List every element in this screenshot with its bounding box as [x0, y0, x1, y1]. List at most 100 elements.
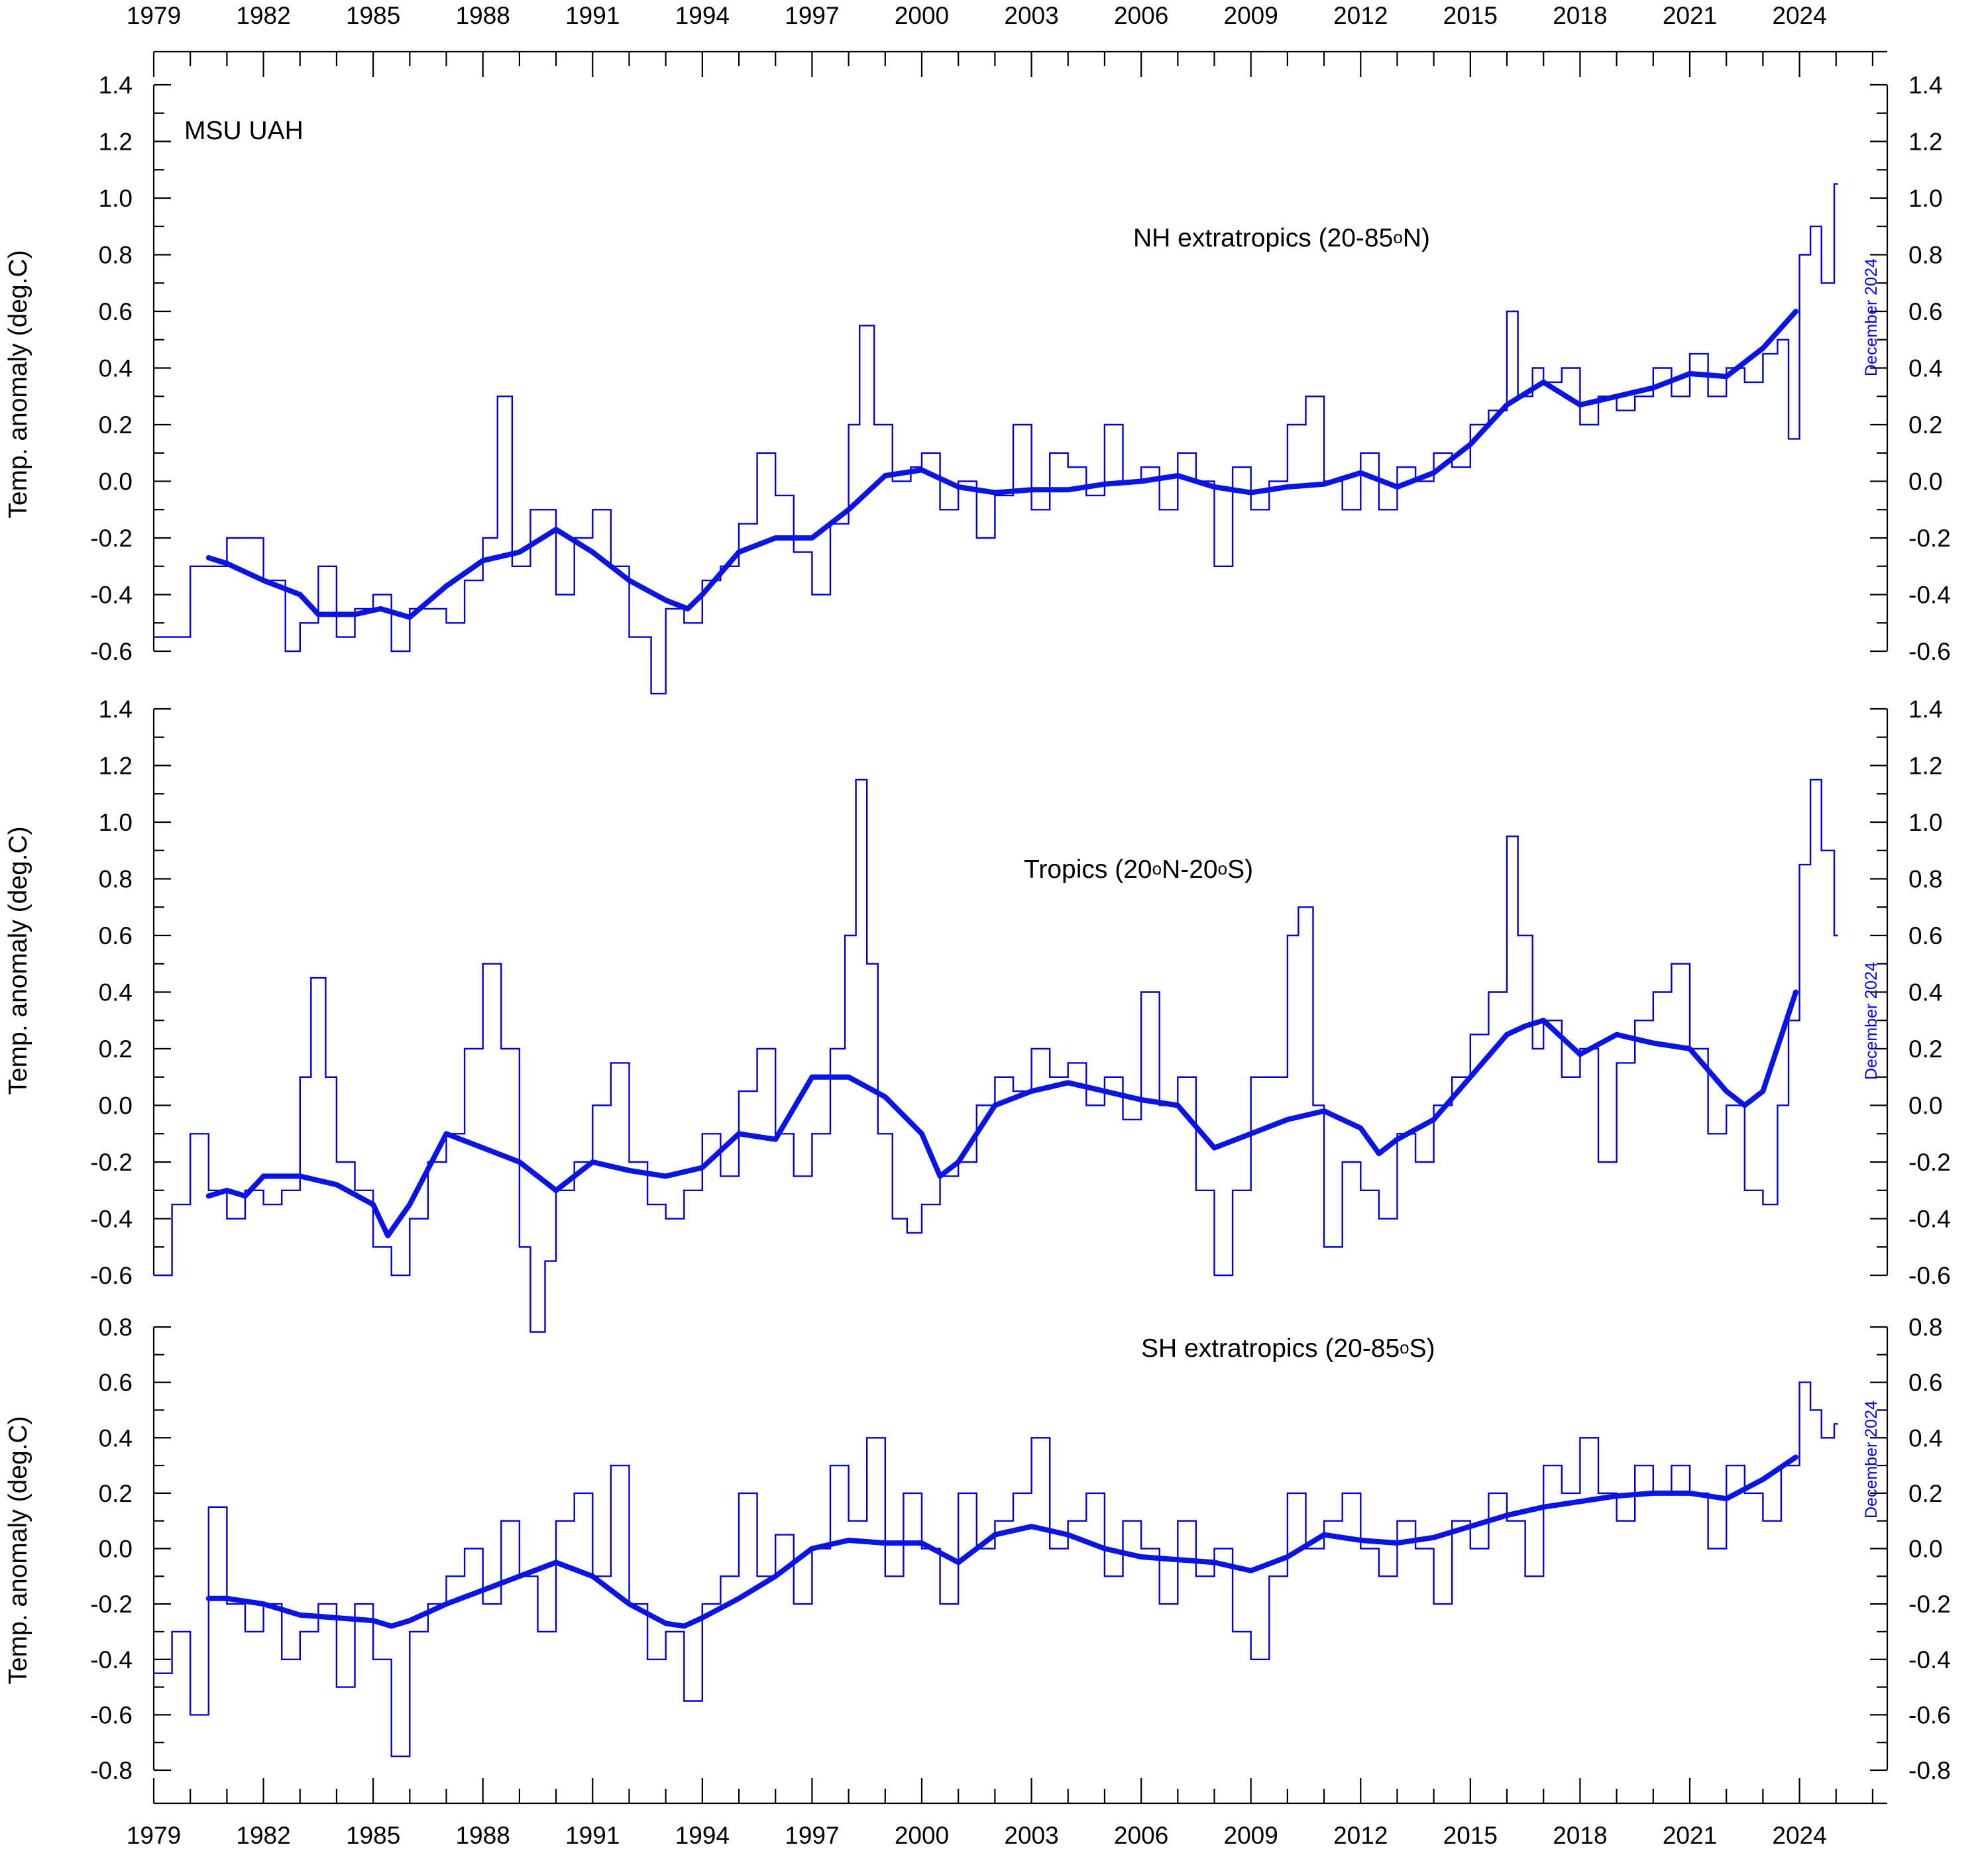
y-tick-label-right: -0.2	[1908, 1149, 1951, 1176]
y-tick-label-left: 0.2	[99, 411, 133, 439]
y-tick-label-right: 0.8	[1908, 242, 1942, 269]
y-tick-label-left: 0.0	[99, 1536, 133, 1563]
top-year-label: 1994	[675, 2, 730, 29]
y-tick-label-left: -0.2	[90, 1149, 133, 1176]
y-tick-label-left: 0.8	[99, 1314, 133, 1341]
panel-sh-extratropics: 0.8 0.8 0.6 0.6 0.4 0.4 0.2 0.2 0.0 0.0 -0.2 -0.2 -0…	[4, 1314, 1951, 1784]
bottom-year-label: 1985	[346, 1822, 400, 1849]
y-tick-label-right: 0.2	[1908, 1035, 1942, 1063]
top-year-label: 2006	[1114, 2, 1168, 29]
y-tick-label-left: 0.2	[99, 1035, 133, 1063]
panel-nh-extratropics: 1.4 1.4 1.2 1.2 1.0 1.0 0.8 0.8 0.6 0.6 0.4 0.4 0.2 0…	[4, 72, 1951, 695]
bottom-year-label: 1979	[127, 1822, 181, 1849]
y-tick-label-left: 0.4	[99, 979, 133, 1006]
y-tick-label-right: 0.6	[1908, 298, 1942, 325]
bottom-year-label: 2021	[1663, 1822, 1717, 1849]
y-tick-label-right: 0.0	[1908, 468, 1942, 496]
monthly-anomaly-line	[154, 183, 1838, 695]
y-tick-label-left: 0.4	[99, 355, 133, 382]
y-tick-label-right: 1.0	[1908, 809, 1942, 836]
y-tick-label-left: -0.4	[90, 1646, 133, 1673]
y-axis-label-nh: Temp. anomaly (deg.C)	[4, 250, 32, 518]
bottom-year-label: 1982	[236, 1822, 290, 1849]
y-tick-label-right: 0.4	[1908, 355, 1942, 382]
y-tick-label-left: 0.6	[99, 1369, 133, 1397]
bottom-year-label: 2015	[1443, 1822, 1498, 1849]
top-year-label: 2012	[1333, 2, 1388, 29]
y-tick-label-right: -0.4	[1908, 1646, 1951, 1673]
top-year-label: 1991	[565, 2, 620, 29]
y-tick-label-left: -0.8	[90, 1757, 133, 1784]
y-tick-label-right: 0.4	[1908, 979, 1942, 1006]
y-tick-label-left: -0.6	[90, 638, 133, 665]
y-tick-label-right: -0.6	[1908, 1262, 1951, 1289]
top-year-label: 2000	[895, 2, 949, 29]
date-note-tropics: December 2024	[1862, 962, 1881, 1080]
bottom-time-axis: 1979 1982 1985 1988 1991 1994 1997 2000 2003 2006…	[127, 1778, 1887, 1849]
top-year-label: 1985	[346, 2, 400, 29]
top-year-label: 2021	[1663, 2, 1717, 29]
y-tick-label-right: -0.2	[1908, 525, 1951, 552]
y-tick-label-left: 1.2	[99, 753, 133, 780]
y-tick-label-left: 0.2	[99, 1480, 133, 1507]
y-tick-label-left: 0.4	[99, 1424, 133, 1452]
y-tick-label-right: 1.0	[1908, 185, 1942, 212]
y-tick-label-right: -0.8	[1908, 1757, 1951, 1784]
y-tick-label-right: 0.2	[1908, 411, 1942, 439]
y-tick-label-left: 1.0	[99, 809, 133, 836]
top-year-label: 2024	[1772, 2, 1826, 29]
bottom-year-label: 1988	[456, 1822, 510, 1849]
running-mean-line	[205, 989, 1798, 1239]
date-note-sh: December 2024	[1862, 1401, 1881, 1518]
bottom-year-label: 2018	[1553, 1822, 1607, 1849]
y-tick-label-right: 0.0	[1908, 1092, 1942, 1120]
y-tick-label-right: 1.4	[1908, 72, 1942, 99]
y-tick-label-left: -0.2	[90, 525, 133, 552]
y-tick-label-right: 0.0	[1908, 1536, 1942, 1563]
panel-title-nh: NH extratropics (20-85oN)	[1133, 224, 1430, 252]
top-year-label: 2009	[1224, 2, 1278, 29]
y-tick-label-left: 1.0	[99, 185, 133, 212]
bottom-year-label: 2006	[1114, 1822, 1168, 1849]
y-tick-label-left: 0.8	[99, 242, 133, 269]
y-axis-label-sh: Temp. anomaly (deg.C)	[4, 1416, 32, 1684]
top-year-label: 2015	[1443, 2, 1498, 29]
y-tick-label-left: -0.4	[90, 582, 133, 609]
y-tick-label-right: 0.8	[1908, 866, 1942, 893]
y-tick-label-left: 1.4	[99, 696, 133, 723]
bottom-year-label: 2024	[1772, 1822, 1826, 1849]
y-tick-label-left: 0.0	[99, 1092, 133, 1120]
y-tick-label-right: -0.4	[1908, 582, 1951, 609]
top-year-label: 1988	[456, 2, 510, 29]
y-tick-label-left: 1.4	[99, 72, 133, 99]
top-year-label: 2018	[1553, 2, 1607, 29]
top-time-axis: 1979 1982 1985 1988 1991 1994 1997 2000 2003 2006…	[127, 2, 1887, 77]
y-tick-label-left: -0.2	[90, 1591, 133, 1618]
y-tick-label-left: 0.0	[99, 468, 133, 496]
y-tick-label-left: 1.2	[99, 129, 133, 156]
bottom-year-label: 1994	[675, 1822, 730, 1849]
panel-title-tropics: Tropics (20oN-20oS)	[1024, 855, 1253, 884]
bottom-year-label: 2000	[895, 1822, 949, 1849]
y-tick-label-left: -0.6	[90, 1701, 133, 1728]
running-mean-line	[205, 1454, 1798, 1629]
bottom-year-label: 2012	[1333, 1822, 1388, 1849]
top-year-label: 1997	[785, 2, 839, 29]
y-tick-label-right: -0.6	[1908, 1701, 1951, 1728]
y-tick-label-right: -0.2	[1908, 1591, 1951, 1618]
y-tick-label-right: 0.2	[1908, 1480, 1942, 1507]
y-tick-label-right: 1.2	[1908, 129, 1942, 156]
bottom-year-label: 2003	[1004, 1822, 1058, 1849]
top-year-label: 1979	[127, 2, 181, 29]
y-tick-label-right: 1.2	[1908, 753, 1942, 780]
bottom-year-label: 1997	[785, 1822, 839, 1849]
y-tick-label-right: 0.6	[1908, 922, 1942, 949]
bottom-year-label: 1991	[565, 1822, 620, 1849]
y-tick-label-right: -0.6	[1908, 638, 1951, 665]
dataset-label: MSU UAH	[184, 117, 304, 145]
y-tick-label-left: -0.6	[90, 1262, 133, 1289]
running-mean-line	[205, 309, 1798, 620]
y-axis-label-tropics: Temp. anomaly (deg.C)	[4, 826, 32, 1094]
panel-tropics: 1.4 1.4 1.2 1.2 1.0 1.0 0.8 0.8 0.6 0.6 0.4 0.4 0.2 0…	[4, 696, 1951, 1333]
